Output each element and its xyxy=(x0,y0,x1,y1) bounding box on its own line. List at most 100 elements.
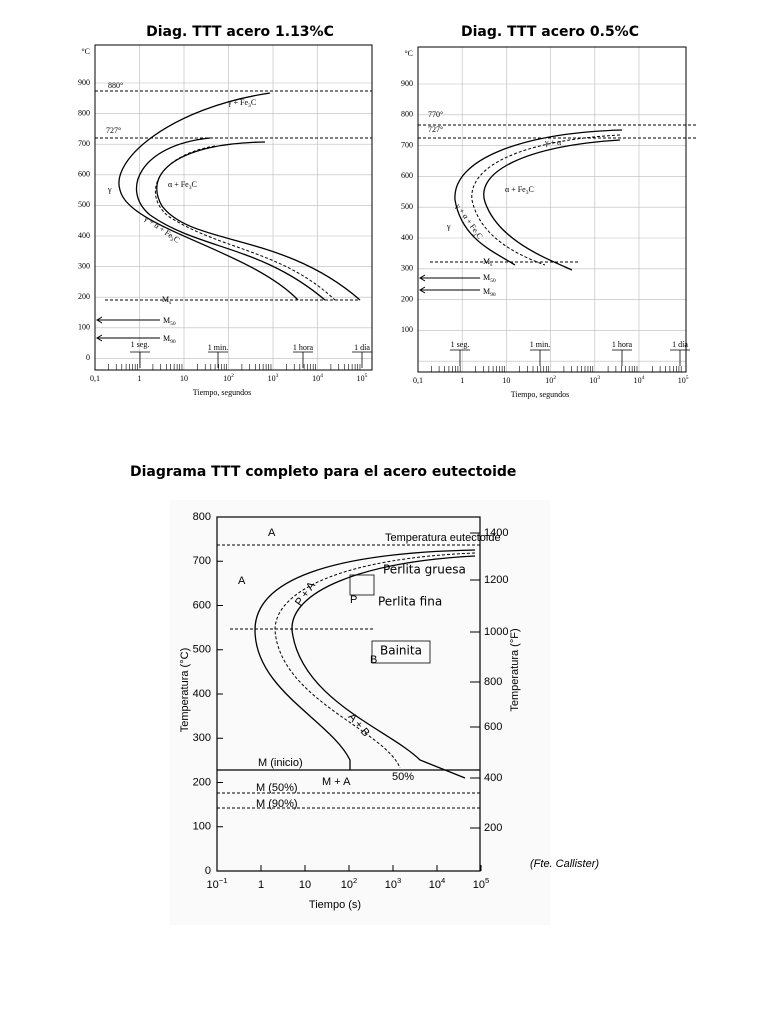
x-tick-label: 104 xyxy=(634,375,645,385)
curve-finish xyxy=(156,141,361,301)
annotation: A xyxy=(268,527,276,539)
annotation: M90 xyxy=(483,287,496,298)
y-tick-label: 200 xyxy=(78,292,90,301)
y2-tick-label: 800 xyxy=(484,676,502,688)
label-part: C xyxy=(251,98,256,107)
x-tick-label: 103 xyxy=(268,373,279,383)
curve-finish xyxy=(483,139,621,271)
time-bracket xyxy=(130,351,150,368)
y-tick-label: 800 xyxy=(401,110,413,119)
curve-50 xyxy=(274,552,476,769)
label-part: 3 xyxy=(471,232,478,238)
figure-title: Diag. TTT acero 0.5%C xyxy=(461,24,639,40)
annotation: γ + Fe3C xyxy=(227,98,256,109)
y-tick-label: 700 xyxy=(193,555,211,567)
annotation: M50 xyxy=(163,316,176,327)
annotation: 1 min. xyxy=(530,340,550,349)
figure-background xyxy=(170,500,550,925)
annotation: 1 hora xyxy=(293,343,314,352)
arrows xyxy=(96,316,160,342)
y-tick-label: 200 xyxy=(401,294,413,303)
annotation: M50 xyxy=(483,273,496,284)
annotation: α + Fe3C xyxy=(505,185,534,196)
y-tick-label: 400 xyxy=(193,688,211,700)
time-bracket xyxy=(450,349,470,366)
label-part: 2 xyxy=(553,375,556,381)
arrows xyxy=(419,274,480,294)
x-tick-label: 102 xyxy=(545,375,556,385)
annotation: M (50%) xyxy=(256,782,298,794)
annotation: Bainita xyxy=(380,644,422,658)
y2-tick-label: 400 xyxy=(484,772,502,784)
label-part: 10 xyxy=(678,376,686,385)
y-tick-label: 300 xyxy=(193,732,211,744)
annotation: 1 día xyxy=(672,340,688,349)
label-part: 10 xyxy=(473,879,485,891)
y-tick-label: 600 xyxy=(78,170,90,179)
label-part: 10 xyxy=(223,374,231,383)
annotation: M (90%) xyxy=(256,798,298,810)
plot-frame xyxy=(94,44,373,371)
x-tick-label: 105 xyxy=(473,876,490,891)
x-tick-label: 102 xyxy=(223,373,234,383)
label-part: 3 xyxy=(597,375,600,381)
label-part: C xyxy=(192,180,197,189)
annotation: 50% xyxy=(392,771,414,783)
y-tick-label: 600 xyxy=(193,599,211,611)
label-part: 50 xyxy=(170,321,176,327)
box-bainita xyxy=(371,640,431,664)
label-part: 4 xyxy=(320,373,323,379)
label-part: 10 xyxy=(429,879,441,891)
label-part: M xyxy=(483,257,490,266)
y-tick-label: 800 xyxy=(78,108,90,117)
label-part: M xyxy=(483,273,490,282)
annotation: 1 día xyxy=(354,343,370,352)
y-tick-label: 500 xyxy=(401,202,413,211)
x-tick-label: 1 xyxy=(460,376,464,385)
ticks xyxy=(216,516,482,872)
annotation: Ms xyxy=(162,295,171,306)
plot-frame xyxy=(417,46,687,373)
label-part: C xyxy=(474,231,484,241)
label-part: s xyxy=(490,262,492,268)
time-bracket xyxy=(208,351,228,368)
annotation: γ xyxy=(107,185,112,194)
label-part: 3 xyxy=(276,373,279,379)
y-tick-label: 300 xyxy=(78,261,90,270)
annotation: Ms xyxy=(483,257,492,268)
label-part: 5 xyxy=(485,876,489,885)
label-part: M xyxy=(163,316,170,325)
label-part: 3 xyxy=(526,190,529,196)
time-bracket xyxy=(612,349,632,366)
annotation: (Fte. Callister) xyxy=(530,858,599,870)
x-tick-label: 1 xyxy=(138,374,142,383)
figure-title: Diag. TTT acero 1.13%C xyxy=(146,24,334,40)
label-part: 10 xyxy=(357,374,365,383)
y-unit: °C xyxy=(81,47,90,56)
label-part: α + Fe xyxy=(168,180,189,189)
annotation: M90 xyxy=(163,334,176,345)
annotation: 1 seg. xyxy=(451,340,470,349)
label-part: C xyxy=(529,185,534,194)
x-tick-label: 105 xyxy=(357,373,368,383)
label-part: 50 xyxy=(490,278,496,284)
annotation: 727° xyxy=(428,125,443,134)
y-tick-label: 100 xyxy=(193,821,211,833)
label-part: 3 xyxy=(397,876,401,885)
label-part: 10 xyxy=(589,376,597,385)
label-part: 3 xyxy=(248,103,251,109)
annotation: 770° xyxy=(428,110,443,119)
y-tick-label: 400 xyxy=(401,233,413,242)
annotation: α + Fe3C xyxy=(168,180,197,191)
label-part: 90 xyxy=(170,339,176,345)
curve-dashed xyxy=(471,134,621,266)
curve-start xyxy=(454,129,623,266)
annotation: B xyxy=(370,654,377,666)
annotation: 1 hora xyxy=(612,340,633,349)
figure-title: Diagrama TTT completo para el acero eute… xyxy=(130,464,516,480)
label-part: 10 xyxy=(634,376,642,385)
label-part: M xyxy=(163,334,170,343)
x-tick-label: 104 xyxy=(312,373,323,383)
y2-tick-label: 600 xyxy=(484,721,502,733)
